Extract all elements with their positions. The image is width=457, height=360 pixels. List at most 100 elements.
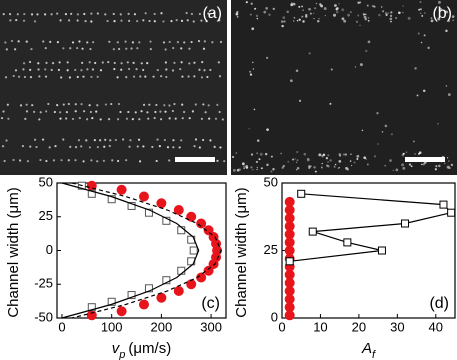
y-tick-label: 50 [264, 174, 278, 189]
particle [361, 129, 364, 132]
particle [74, 146, 78, 149]
y-axis-label: Channel width (μm) [233, 187, 250, 317]
data-point [116, 184, 127, 195]
particle [367, 16, 370, 19]
particle [76, 19, 79, 22]
particle [175, 19, 178, 22]
particle [30, 13, 34, 16]
particle [120, 68, 123, 71]
particle [12, 74, 15, 78]
particle [313, 18, 315, 20]
particle [171, 69, 175, 72]
particle [114, 138, 117, 142]
particle [365, 13, 367, 16]
particle [7, 117, 10, 120]
particle [152, 75, 155, 78]
particle [31, 104, 34, 107]
particle [136, 20, 139, 23]
particle [113, 61, 116, 65]
particle [417, 152, 420, 155]
particle [450, 163, 454, 167]
particle [437, 17, 441, 21]
particle [313, 166, 316, 169]
scale-bar [405, 157, 445, 162]
particle [131, 41, 135, 44]
particle [198, 146, 201, 149]
particle [12, 158, 15, 162]
particle [159, 118, 163, 121]
particle [25, 40, 28, 43]
particle [194, 138, 198, 141]
particle [452, 19, 454, 21]
particle [272, 7, 275, 10]
particle [417, 32, 420, 35]
particle [96, 160, 99, 163]
particle [42, 40, 45, 43]
particle [201, 138, 205, 142]
particle [249, 13, 252, 16]
particle [286, 10, 289, 14]
panel-label: (b) [432, 5, 452, 22]
particle [283, 20, 286, 23]
particle [14, 69, 18, 72]
particle [180, 139, 183, 142]
particle [384, 124, 388, 128]
particle [17, 75, 21, 78]
particle [64, 12, 68, 16]
particle [136, 145, 139, 148]
particle [333, 13, 337, 17]
particle [142, 19, 145, 22]
particle [382, 10, 385, 13]
particle [59, 117, 62, 120]
x-tick-label: 0 [58, 319, 65, 334]
particle [70, 12, 73, 15]
particle [315, 2, 318, 5]
particle [0, 116, 4, 120]
particle [405, 151, 408, 153]
particle [85, 118, 89, 121]
particle [127, 12, 130, 15]
particle [295, 161, 298, 163]
particle [355, 20, 359, 23]
particle [57, 68, 61, 72]
particle [256, 152, 259, 155]
x-tick-label: 100 [101, 319, 123, 334]
particle [71, 41, 75, 44]
particle [35, 145, 38, 149]
particle [89, 47, 92, 51]
particle [91, 116, 94, 120]
particle [56, 40, 59, 44]
particle [324, 14, 327, 17]
particle [365, 158, 367, 160]
particle [346, 168, 350, 171]
particle [430, 19, 434, 23]
particle [142, 103, 146, 106]
particle [153, 12, 156, 16]
particle [92, 41, 95, 44]
particle [200, 19, 203, 22]
particle [298, 18, 301, 21]
particle [53, 110, 56, 114]
particle [242, 162, 245, 166]
particle [292, 158, 294, 161]
particle [430, 17, 433, 20]
particle [321, 162, 323, 165]
data-point [107, 297, 116, 306]
particle [147, 117, 150, 120]
particle [259, 152, 263, 156]
particle [5, 48, 8, 51]
particle [353, 161, 356, 164]
particle [90, 75, 93, 79]
particle [198, 68, 201, 71]
particle [439, 7, 442, 11]
particle [367, 40, 371, 44]
particle [140, 110, 143, 113]
particle [281, 24, 284, 28]
particle [384, 164, 386, 167]
particle [320, 166, 323, 169]
particle [387, 12, 390, 14]
particle [298, 5, 301, 8]
particle [179, 68, 182, 71]
particle [125, 47, 128, 50]
particle [109, 139, 112, 142]
